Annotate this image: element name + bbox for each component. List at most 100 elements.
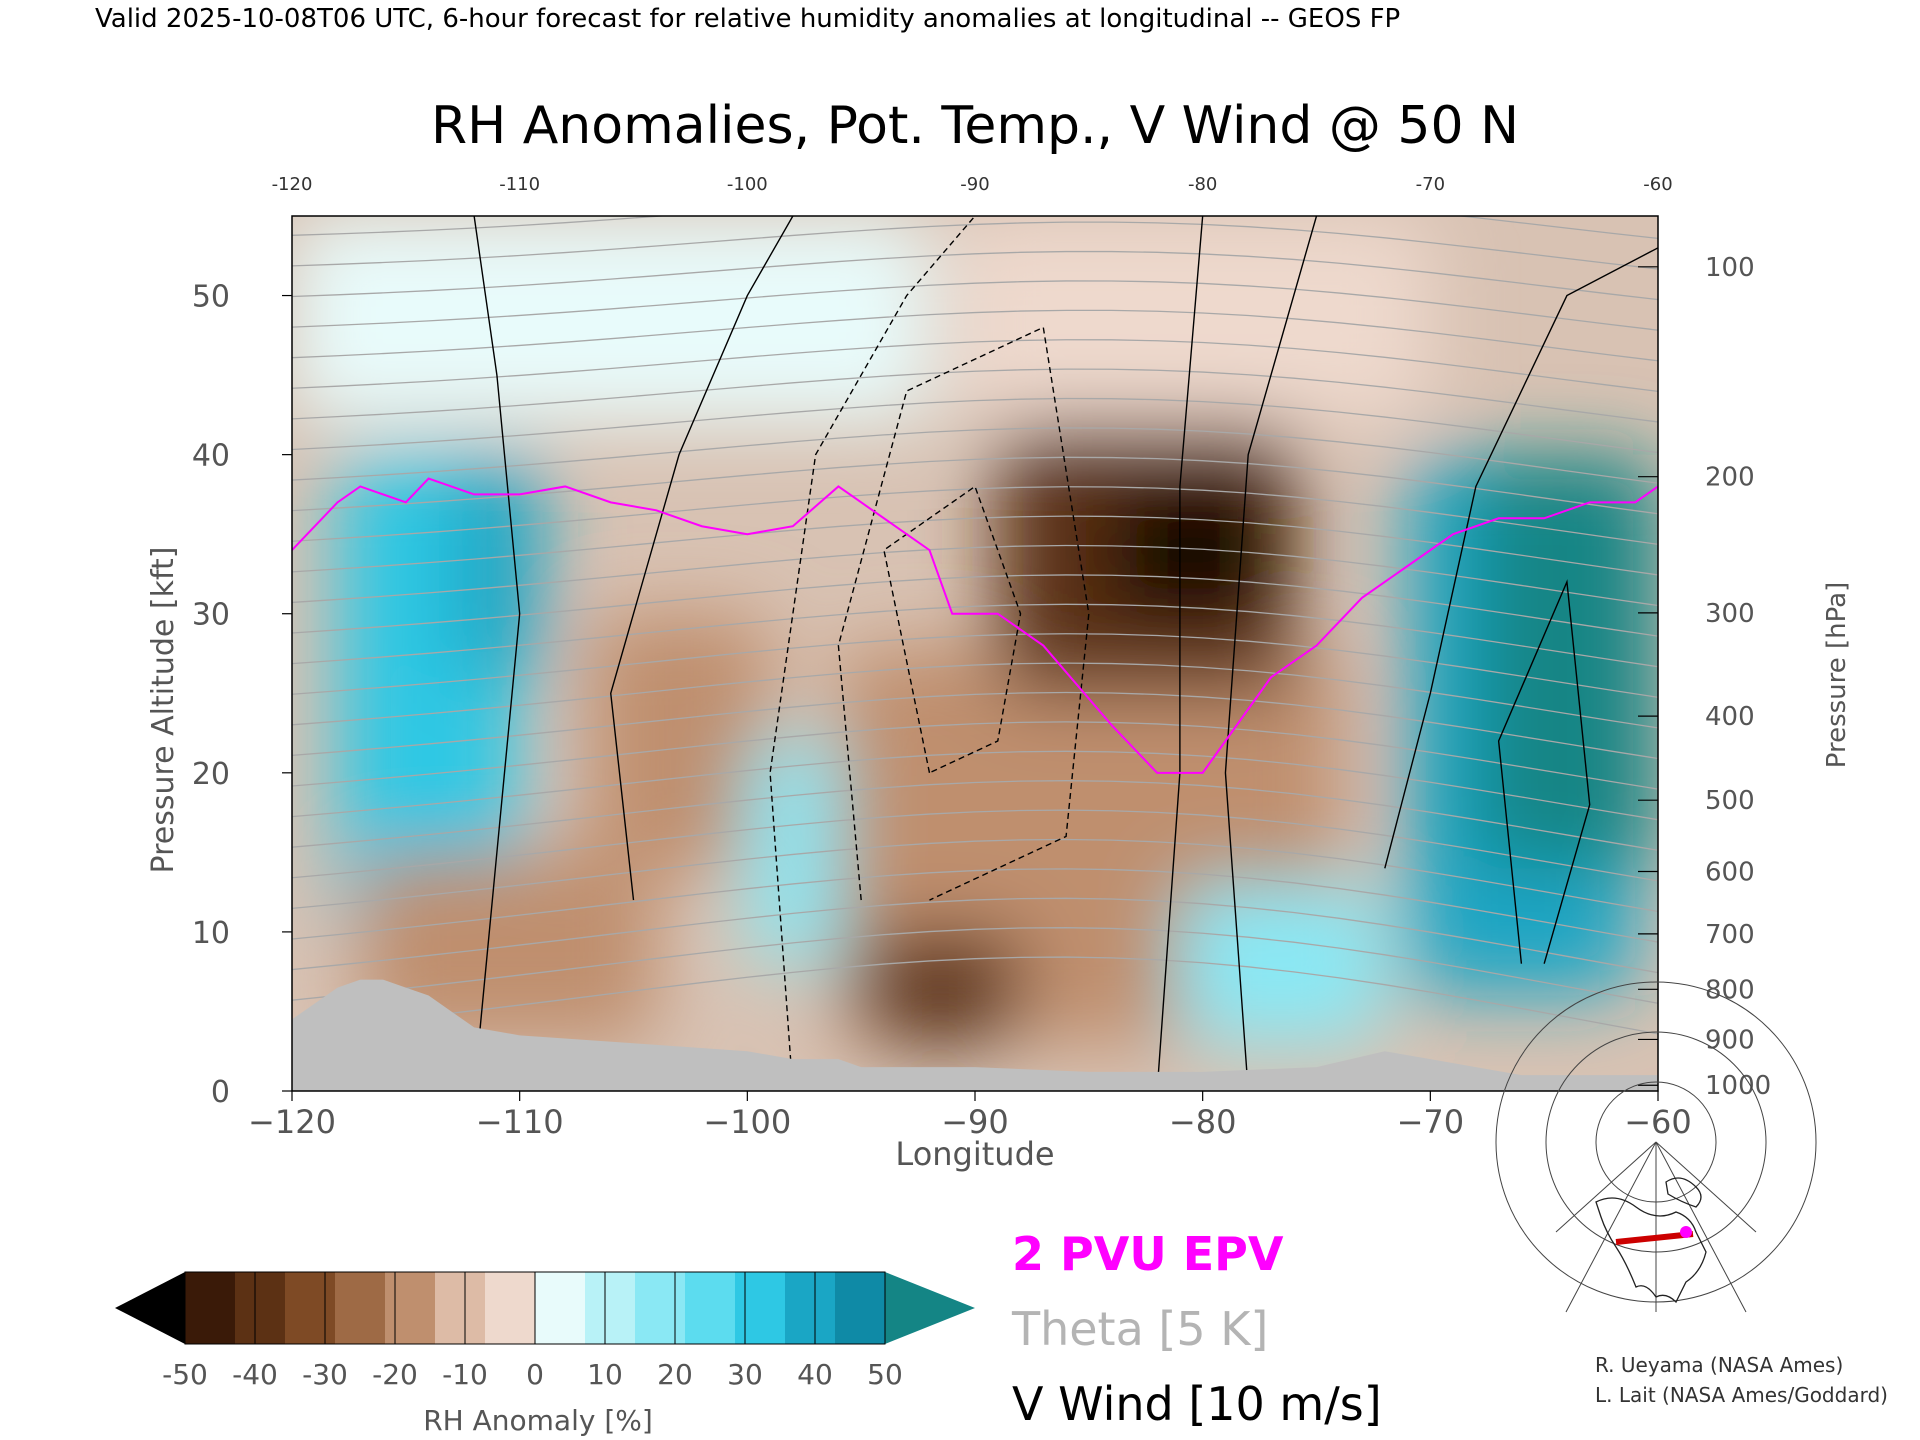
x-tick-label: −80 [1169, 1103, 1237, 1141]
locator-track [1615, 1231, 1694, 1245]
theta-line [292, 368, 1658, 423]
epv-2pvu-line [292, 477, 1658, 774]
theta-line [292, 809, 1658, 882]
legend-epv: 2 PVU EPV [1012, 1227, 1284, 1281]
credit-line-1: R. Ueyama (NASA Ames) [1595, 1353, 1843, 1377]
y-tick-label: 40 [192, 439, 230, 474]
x-top-tick-label: -100 [727, 174, 768, 195]
x-tick-label: −100 [703, 1103, 791, 1141]
theta-line [292, 838, 1658, 913]
y-tick-label: 30 [192, 598, 230, 633]
x-top-tick-label: -70 [1416, 174, 1445, 195]
colorbar: -50 -40 -30 -20 -10 0 10 20 30 40 50 [115, 1271, 975, 1391]
colorbar-swatch [335, 1272, 386, 1344]
locator-graticule [1495, 981, 1817, 1313]
pressure-tick-label: 900 [1705, 1025, 1755, 1055]
theta-line [292, 750, 1658, 821]
v-wind-positive-contour [473, 216, 521, 1091]
theta-line [292, 427, 1658, 484]
theta-line [292, 956, 1658, 1035]
locator-map [1495, 981, 1817, 1313]
theta-line [292, 721, 1658, 790]
locator-marker [1680, 1226, 1692, 1238]
x-top-tick-label: -120 [272, 174, 313, 195]
colorbar-tick-label: 0 [526, 1358, 544, 1391]
colorbar-swatch [285, 1272, 336, 1344]
pressure-tick-label: 100 [1705, 253, 1755, 283]
topography [292, 979, 1658, 1091]
colorbar-swatch [185, 1272, 236, 1344]
x-axis: −120 −110 −100 −90 −80 −70 −60 [248, 1091, 1692, 1141]
colorbar-tick-label: -10 [442, 1358, 488, 1391]
colorbar-swatch [635, 1272, 686, 1344]
pressure-axis: 100 200 300 400 500 600 700 800 900 1000 [1638, 253, 1771, 1101]
colorbar-swatch [685, 1272, 736, 1344]
theta-line [292, 603, 1658, 668]
rh-anomaly-cell [1475, 454, 1658, 869]
credit-line-2: L. Lait (NASA Ames/Goddard) [1595, 1383, 1888, 1407]
y2-axis-label: Pressure [hPa] [1822, 582, 1852, 769]
colorbar-swatch [585, 1272, 636, 1344]
colorbar-end-high [885, 1272, 975, 1344]
colorbar-tick-label: -30 [302, 1358, 348, 1391]
theta-line [292, 515, 1658, 576]
x-tick-label: −60 [1624, 1103, 1692, 1141]
theta-line [292, 897, 1658, 974]
colorbar-tick-label: -20 [372, 1358, 418, 1391]
x-top-tick-label: -90 [960, 174, 989, 195]
theta-line [292, 221, 1658, 270]
colorbar-tick-label: -50 [162, 1358, 208, 1391]
colorbar-swatch [485, 1272, 536, 1344]
pressure-tick-label: 300 [1705, 599, 1755, 629]
x-top-tick-label: -60 [1643, 174, 1672, 195]
pressure-tick-label: 200 [1705, 463, 1755, 493]
legend-theta: Theta [5 K] [1011, 1302, 1268, 1356]
v-wind-positive-contour [1156, 216, 1204, 1091]
pressure-tick-label: 700 [1705, 920, 1755, 950]
y-tick-label: 0 [211, 1075, 230, 1110]
pressure-tick-label: 400 [1705, 702, 1755, 732]
theta-line [292, 250, 1658, 301]
rh-anomaly-field [292, 216, 1658, 1044]
valid-line: Valid 2025-10-08T06 UTC, 6-hour forecast… [95, 4, 1400, 34]
rh-anomaly-cell [451, 454, 543, 678]
rh-anomaly-cell [1111, 486, 1271, 614]
y-axis-label: Pressure Altitude [kft] [146, 547, 181, 874]
y-axis: 0 10 20 30 40 50 [192, 280, 292, 1110]
locator-coastline [1595, 1177, 1707, 1304]
rh-anomaly-cell [360, 852, 657, 1044]
colorbar-tick-label: 50 [867, 1358, 903, 1391]
colorbar-end-low [115, 1272, 185, 1344]
v-wind-negative-contour [837, 326, 1090, 901]
plot-area [291, 215, 1659, 1092]
v-wind-positive-contour [1224, 216, 1318, 1091]
rh-anomaly-cell [587, 613, 771, 869]
theta-contours [292, 216, 1658, 1035]
v-wind-contours [473, 216, 1658, 1091]
x-tick-label: −70 [1397, 1103, 1465, 1141]
colorbar-swatch [235, 1272, 286, 1344]
y-tick-label: 20 [192, 757, 230, 792]
colorbar-swatch [435, 1272, 486, 1344]
colorbar-tick-label: 10 [587, 1358, 623, 1391]
theta-line [292, 339, 1658, 393]
x-tick-label: −90 [941, 1103, 1009, 1141]
colorbar-swatch [385, 1272, 436, 1344]
colorbar-swatch [535, 1272, 586, 1344]
theta-line [292, 868, 1658, 943]
colorbar-swatch [785, 1272, 836, 1344]
x-axis-label: Longitude [895, 1135, 1054, 1173]
theta-line [292, 486, 1658, 545]
y-tick-label: 50 [192, 280, 230, 315]
theta-line [292, 216, 1658, 240]
theta-line [292, 780, 1658, 851]
v-wind-negative-contour [769, 216, 976, 1091]
x-tick-label: −120 [248, 1103, 336, 1141]
legend-vwind: V Wind [10 m/s] [1012, 1377, 1382, 1431]
colorbar-tick-label: -40 [232, 1358, 278, 1391]
pressure-tick-label: 500 [1705, 786, 1755, 816]
v-wind-positive-contour [610, 216, 794, 901]
colorbar-tick-label: 40 [797, 1358, 833, 1391]
v-wind-positive-contour [1497, 579, 1591, 964]
